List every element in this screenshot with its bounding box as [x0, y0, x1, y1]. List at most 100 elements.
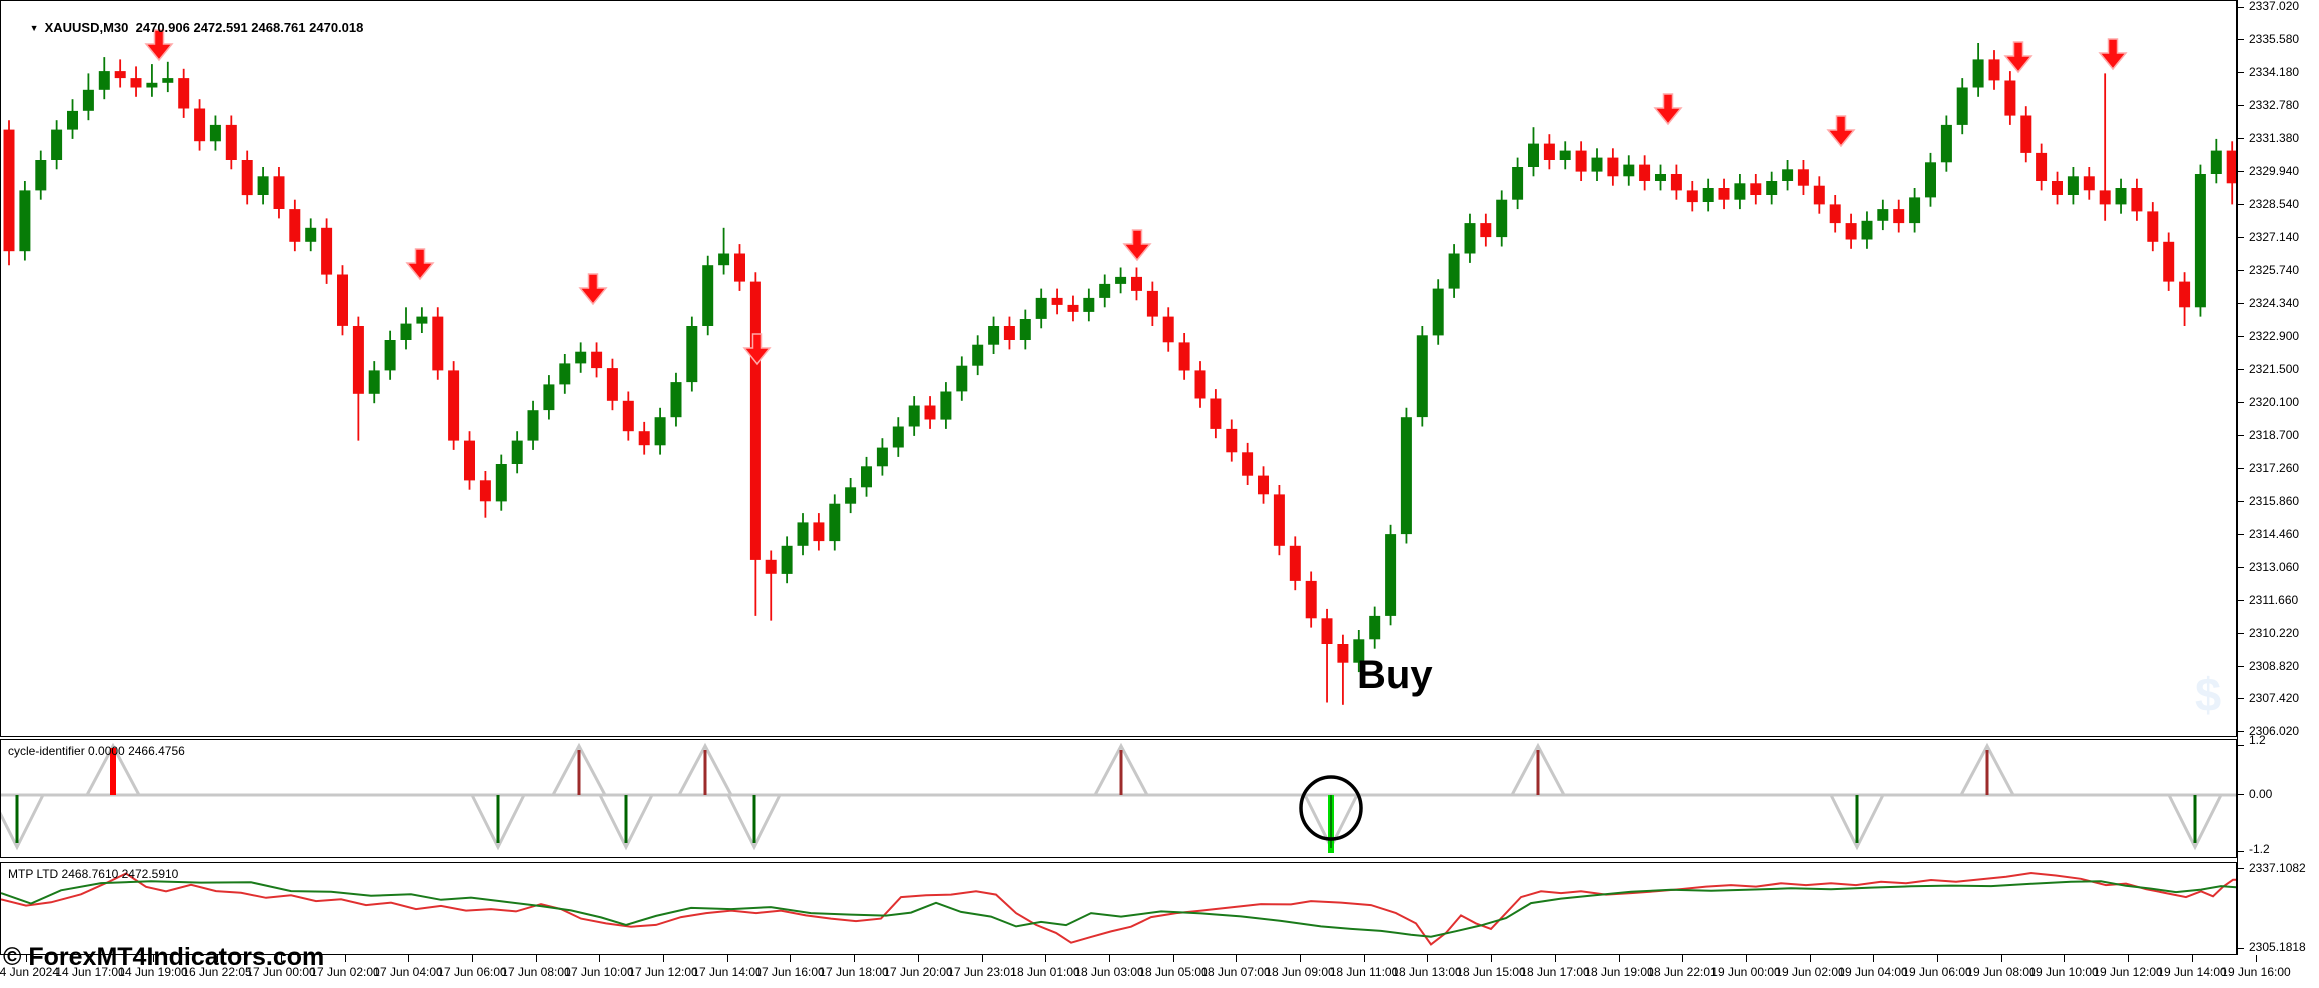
symbol-dropdown-icon[interactable]: ▼ [29, 23, 39, 33]
candle [1925, 152, 1936, 207]
time-axis-tick [345, 955, 346, 962]
candle [845, 478, 857, 514]
time-axis-tick [2256, 955, 2257, 962]
candle [1289, 536, 1301, 591]
candle [194, 99, 206, 151]
candle [1369, 606, 1381, 649]
candle [19, 181, 31, 261]
time-axis-label: 18 Jun 17:00 [1520, 965, 1590, 979]
candle [1591, 148, 1603, 181]
time-axis-label: 18 Jun 13:00 [1392, 965, 1462, 979]
indicator-axis-tick [2238, 868, 2244, 869]
price-axis-tick [2238, 7, 2244, 8]
price-axis-label: 2320.100 [2249, 395, 2300, 409]
cycle-spike-buy [726, 794, 782, 851]
time-axis-tick [1555, 955, 1556, 962]
candle [1242, 442, 1254, 485]
mtp-ltd-pane[interactable]: MTP LTD 2468.7610 2472.5910 [0, 862, 2237, 955]
candle [1432, 279, 1444, 345]
candle [1813, 176, 1825, 214]
price-axis-tick [2238, 39, 2244, 40]
price-axis-label: 2307.420 [2249, 691, 2300, 705]
price-axis-label: 2318.700 [2249, 428, 2300, 442]
price-axis-label: 2313.060 [2249, 560, 2300, 574]
price-axis-tick [2238, 633, 2244, 634]
price-axis-tick [2238, 204, 2244, 205]
candle [1099, 274, 1111, 308]
candle [289, 199, 301, 252]
mtp-red-line [1, 871, 2236, 946]
time-axis-label: 18 Jun 09:00 [1265, 965, 1335, 979]
time-axis-label: 17 Jun 12:00 [628, 965, 698, 979]
candle [1782, 160, 1794, 191]
candlestick-chart [3, 29, 2236, 705]
time-axis-tick [1300, 955, 1301, 962]
candle [51, 120, 63, 170]
time-axis-tick [790, 955, 791, 962]
candle [1829, 195, 1841, 233]
candle [2020, 106, 2032, 163]
price-axis-label: 2328.540 [2249, 197, 2300, 211]
time-axis-tick [1364, 955, 1365, 962]
time-axis-label: 17 Jun 08:00 [501, 965, 571, 979]
time-axis-label: 19 Jun 08:00 [1966, 965, 2036, 979]
candle [1448, 244, 1460, 298]
candle [670, 372, 682, 427]
candle [924, 396, 936, 429]
main-chart-pane[interactable]: ▼ XAUUSD,M30 2470.906 2472.591 2468.761 2… [0, 0, 2237, 737]
cycle-spike-sell [1093, 742, 1149, 796]
candle [876, 438, 888, 476]
candle [2115, 178, 2127, 214]
price-axis[interactable]: 1.2 0.00 -1.2 2337.1082 2305.1818 2337.0… [2237, 0, 2319, 955]
price-axis-label: 2311.660 [2249, 593, 2299, 607]
cycle-identifier-pane[interactable]: cycle-identifier 0.0000 2466.4756 [0, 739, 2237, 858]
time-axis-label: 17 Jun 00:00 [246, 965, 316, 979]
candle [2179, 272, 2191, 326]
candle [861, 456, 872, 497]
candle [2067, 167, 2079, 205]
time-axis-tick [1491, 955, 1492, 962]
time-axis-label: 17 Jun 04:00 [373, 965, 443, 979]
candle [368, 361, 380, 404]
sell-arrow-icon [144, 29, 174, 62]
price-axis-label: 2315.860 [2249, 494, 2300, 508]
candle [67, 99, 78, 139]
time-axis-tick [90, 955, 91, 962]
candle [209, 115, 221, 151]
cycle-spike-sell [677, 742, 733, 796]
price-axis-label: 2306.020 [2249, 724, 2300, 738]
candle [1178, 333, 1190, 380]
candle [1623, 155, 1635, 186]
sell-arrow-icon [742, 333, 772, 366]
time-axis-tick [982, 955, 983, 962]
time-axis-tick [1236, 955, 1237, 962]
time-axis-label: 16 Jun 22:05 [182, 965, 252, 979]
candle [1131, 267, 1142, 301]
price-axis-tick [2238, 237, 2244, 238]
candle [1956, 78, 1968, 135]
candle [1210, 389, 1222, 439]
price-axis-label: 2332.780 [2249, 98, 2300, 112]
candle [956, 356, 968, 401]
cycle-spike-buy [2167, 794, 2223, 851]
candle [384, 330, 396, 380]
time-axis-tick [1937, 955, 1938, 962]
price-axis-label: 2331.380 [2249, 131, 2300, 145]
candle [1734, 174, 1746, 210]
candle [35, 150, 47, 200]
time-axis-tick [1173, 955, 1174, 962]
candle [734, 244, 745, 291]
candle [82, 73, 94, 121]
time-axis-label: 18 Jun 07:00 [1201, 965, 1271, 979]
candle [1162, 307, 1174, 352]
price-axis-tick [2238, 600, 2244, 601]
time-axis-label: 17 Jun 23:01 [947, 965, 1017, 979]
indicator-axis-tick [2238, 948, 2244, 949]
candle [495, 454, 507, 511]
price-axis-tick [2238, 402, 2244, 403]
candle [1972, 43, 1984, 97]
sell-arrow-icon [1122, 229, 1152, 262]
time-axis-tick [2064, 955, 2065, 962]
time-axis-label: 19 Jun 10:00 [2029, 965, 2099, 979]
